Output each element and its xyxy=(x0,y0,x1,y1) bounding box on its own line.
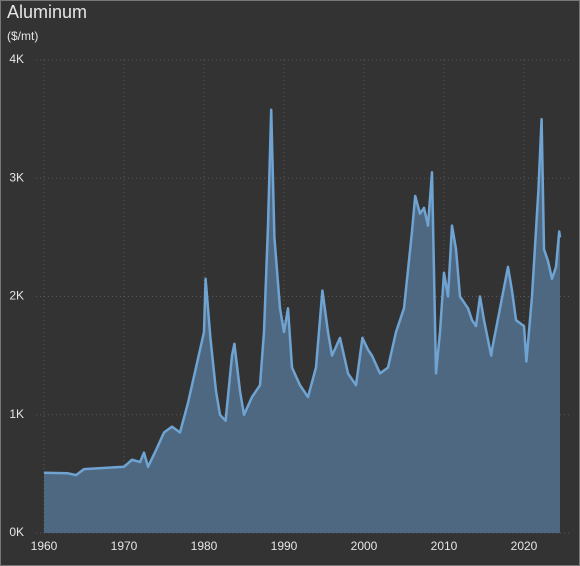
x-tick-label: 2000 xyxy=(351,539,378,553)
x-tick-label: 1980 xyxy=(191,539,218,553)
y-tick-label: 4K xyxy=(9,52,24,66)
line xyxy=(43,108,562,477)
x-tick-label: 2020 xyxy=(511,539,538,553)
y-tick-label: 0K xyxy=(9,525,24,539)
x-tick-label: 1970 xyxy=(111,539,138,553)
chart-title: Aluminum xyxy=(7,2,87,22)
x-tick-label: 2010 xyxy=(431,539,458,553)
y-tick-label: 3K xyxy=(9,170,24,184)
area xyxy=(44,109,560,533)
y-tick-label: 1K xyxy=(9,407,24,421)
y-tick-label: 2K xyxy=(9,289,24,303)
chart-subtitle: ($/mt) xyxy=(7,29,38,43)
x-tick-label: 1960 xyxy=(31,539,58,553)
x-tick-label: 1990 xyxy=(271,539,298,553)
